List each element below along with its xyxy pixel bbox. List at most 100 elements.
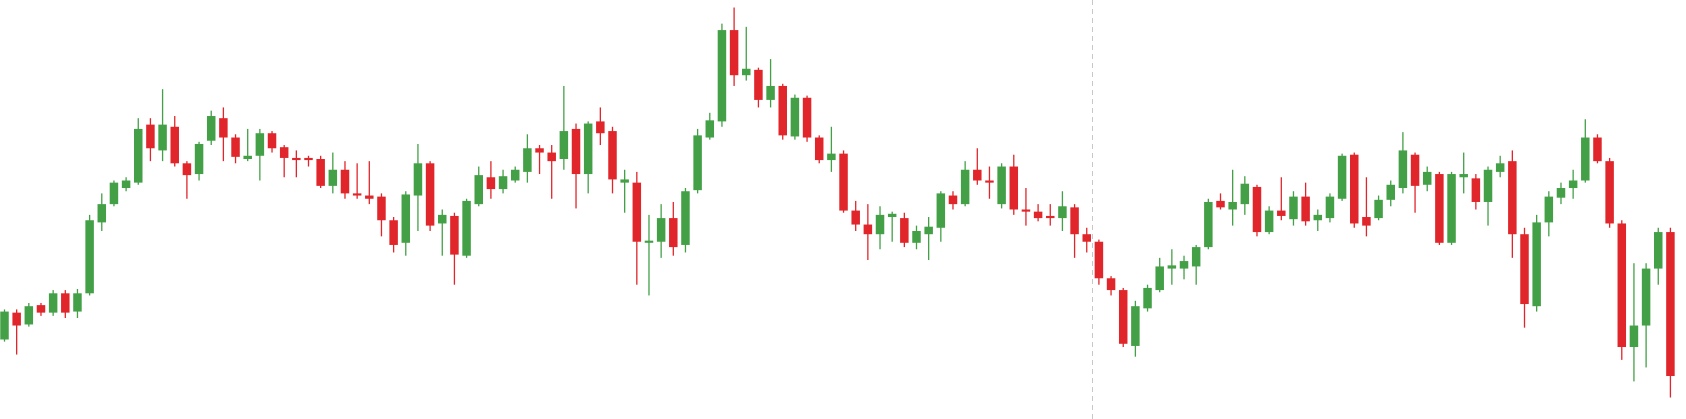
candle-body — [61, 293, 70, 313]
candle-body — [292, 157, 301, 161]
candle-body — [1410, 154, 1420, 186]
candle-body — [413, 163, 423, 196]
candle-body — [206, 116, 216, 141]
candle-body — [620, 179, 629, 183]
candle-body — [352, 193, 362, 196]
candle-body — [790, 97, 800, 137]
candle-body — [219, 118, 228, 138]
candle-body — [1544, 196, 1554, 223]
candle-body — [462, 200, 471, 256]
candle-body — [1204, 201, 1213, 248]
candle-body — [875, 214, 885, 235]
candle-body — [231, 137, 240, 157]
candle-body — [985, 180, 994, 183]
candle-body — [438, 214, 447, 224]
candle-body — [1216, 200, 1225, 208]
candle-body — [1483, 169, 1493, 202]
candle-body — [401, 194, 411, 243]
candle-body — [523, 148, 532, 172]
candle-body — [389, 220, 398, 245]
candle-body — [1520, 234, 1529, 305]
candle-body — [1264, 210, 1274, 233]
candle-body — [839, 153, 848, 211]
candle-body — [134, 128, 143, 183]
candle-body — [1240, 183, 1250, 205]
candle-body — [863, 224, 873, 235]
candle-body — [1277, 210, 1286, 216]
candle-body — [887, 213, 897, 218]
candle-body — [669, 218, 678, 248]
candle-body — [425, 163, 435, 226]
candle-body — [255, 133, 265, 156]
candle-body — [535, 148, 544, 153]
candle-body — [1508, 161, 1517, 235]
candle-body — [146, 124, 155, 149]
candle-body — [900, 218, 909, 243]
candle-body — [377, 196, 386, 221]
candle-body — [656, 218, 666, 242]
candle-body — [1398, 150, 1408, 189]
candle-body — [1033, 211, 1043, 219]
candle-body — [316, 159, 325, 186]
candle-body — [1617, 223, 1627, 348]
candle-body — [1289, 196, 1298, 220]
candle-body — [681, 191, 690, 245]
candle-body — [644, 240, 654, 243]
candle-body — [912, 230, 921, 243]
candle-body — [1532, 222, 1541, 307]
candle-body — [1337, 155, 1347, 199]
candle-body — [121, 180, 131, 189]
candle-body — [1191, 247, 1201, 267]
candle-body — [85, 220, 94, 294]
candle-body — [1459, 174, 1468, 178]
candle-body — [279, 147, 289, 158]
candle-body — [924, 226, 933, 235]
candle-body — [0, 311, 9, 340]
candle-body — [486, 177, 496, 190]
candle-body — [328, 169, 338, 186]
candle-body — [109, 182, 119, 205]
candle-body — [1435, 174, 1444, 243]
candle-body — [1021, 209, 1031, 212]
candle-body — [1605, 161, 1614, 224]
candle-body — [36, 305, 46, 313]
candle-body — [973, 169, 982, 181]
candle-body — [596, 121, 605, 134]
candle-body — [1568, 180, 1578, 189]
candle-body — [717, 30, 727, 122]
candle-body — [1313, 214, 1323, 221]
candle-body — [267, 133, 277, 149]
candle-body — [510, 169, 520, 181]
candle-body — [1362, 217, 1371, 226]
candle-body — [571, 128, 581, 175]
candle-body — [1106, 278, 1116, 291]
candle-body — [1471, 178, 1481, 202]
candle-body — [802, 97, 812, 138]
candle-body — [1350, 154, 1359, 224]
candle-body — [474, 175, 483, 205]
candle-body — [340, 169, 350, 194]
candle-body — [1009, 166, 1019, 210]
candle-body — [1167, 265, 1177, 269]
candle-body — [1641, 268, 1651, 326]
candle-body — [1252, 186, 1262, 233]
candle-body — [182, 163, 192, 176]
candle-body — [1046, 215, 1055, 219]
candle-body — [1654, 232, 1663, 269]
candle-body — [960, 169, 970, 205]
candle-body — [827, 153, 836, 161]
candle-body — [1581, 137, 1590, 181]
candle-body — [742, 68, 751, 76]
candle-body — [1325, 196, 1335, 219]
candle-body — [194, 143, 204, 175]
candle-body — [766, 85, 775, 100]
candle-body — [1593, 137, 1602, 162]
candle-body — [608, 131, 617, 180]
candle-body — [1495, 163, 1505, 172]
candle-body — [498, 176, 508, 190]
candle-body — [73, 293, 82, 312]
candle-body — [158, 124, 167, 151]
candle-body — [1179, 261, 1189, 269]
